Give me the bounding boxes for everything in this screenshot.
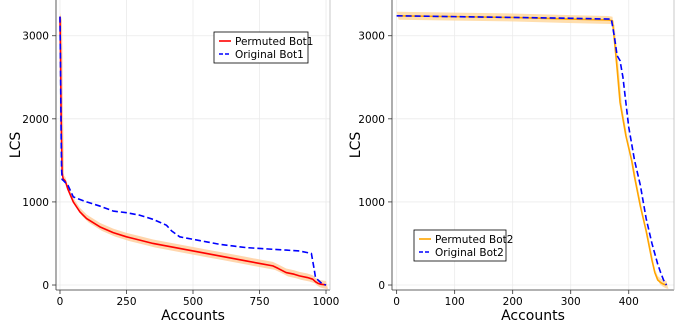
y-tick-label: 0 <box>378 280 385 292</box>
left-panel: 0 250 500 750 1000 0 1000 2000 3000 Accounts LCS Pe… <box>8 0 339 324</box>
x-tick-label: 400 <box>619 296 639 308</box>
x-tick-label: 0 <box>393 296 400 308</box>
x-tick-label: 100 <box>445 296 465 308</box>
y-tick-label: 2000 <box>358 114 385 126</box>
series-line <box>59 16 327 286</box>
x-tick-label: 500 <box>183 296 203 308</box>
y-tick-label: 1000 <box>358 197 385 209</box>
legend-box <box>213 31 309 64</box>
x-tick-label: 250 <box>116 296 136 308</box>
y-tick-label: 2000 <box>22 114 49 126</box>
y-tick-label: 1000 <box>22 197 49 209</box>
legend-label: Original Bot1 <box>235 49 304 61</box>
x-tick-label: 0 <box>57 296 64 308</box>
y-tick-label: 3000 <box>22 31 49 43</box>
y-tick-label: 0 <box>42 280 49 292</box>
y-axis-label: LCS <box>8 132 24 159</box>
right-panel: 0 100 200 300 400 0 1000 2000 3000 Accounts LCS Per… <box>348 0 675 324</box>
x-tick-label: 200 <box>503 296 523 308</box>
legend-label: Original Bot2 <box>435 247 504 259</box>
x-tick-label: 300 <box>561 296 581 308</box>
x-tick-label: 1000 <box>313 296 340 308</box>
series-line <box>396 14 667 286</box>
x-tick-label: 750 <box>249 296 269 308</box>
legend-label: Permuted Bot1 <box>235 36 313 48</box>
series-line <box>59 16 327 286</box>
x-axis-label: Accounts <box>501 308 565 324</box>
legend-label: Permuted Bot2 <box>435 234 513 246</box>
y-tick-label: 3000 <box>358 31 385 43</box>
series-line <box>396 14 668 286</box>
x-axis-label: Accounts <box>161 308 225 324</box>
y-axis-label: LCS <box>348 132 364 159</box>
legend-box <box>413 229 507 262</box>
